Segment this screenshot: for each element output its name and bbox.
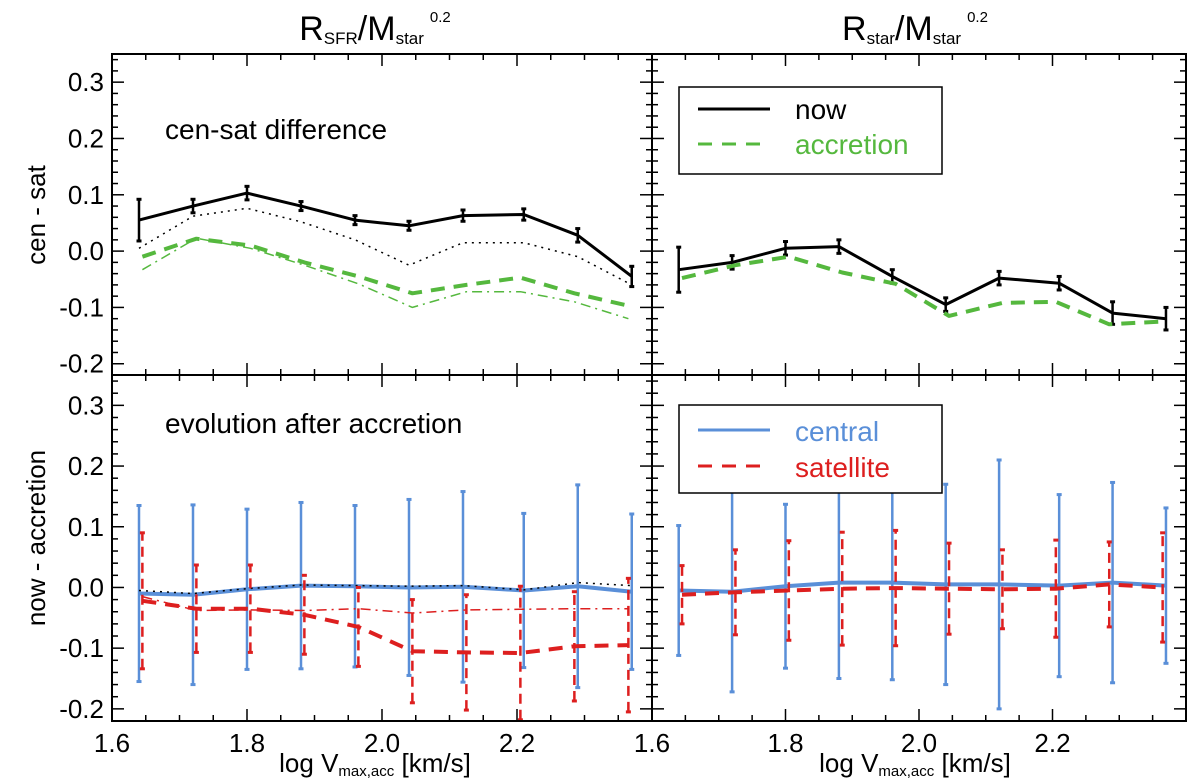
x-tick-label: 1.6: [94, 728, 130, 758]
series-line-now: [138, 191, 633, 278]
series-line-dashdot-red: [142, 595, 629, 614]
series-line-accretion: [681, 254, 1163, 327]
y-tick-label: 0.1: [68, 512, 104, 542]
xlabel-left: log Vmax,acc [km/s]: [279, 748, 471, 780]
legend-satellite-label: satellite: [795, 452, 890, 483]
x-tick-label: 2.0: [364, 728, 400, 758]
x-tick-label: 1.8: [229, 728, 265, 758]
series-line-satellite: [681, 582, 1163, 597]
x-tick-label: 2.0: [901, 728, 937, 758]
column-title-left: RSFR/Mstar0.2: [299, 9, 451, 48]
panel-data: [676, 458, 1169, 711]
series-line-central: [678, 580, 1167, 594]
panel-data: [136, 483, 635, 721]
panel-frame: [111, 53, 653, 376]
series-line-satellite: [142, 598, 629, 655]
x-tick-label: 2.2: [499, 728, 535, 758]
y-tick-label: 0.1: [68, 180, 104, 210]
legend-central-label: central: [795, 416, 879, 447]
series-line-now: [678, 245, 1167, 321]
series-line-accretion: [141, 236, 629, 308]
y-tick-label: 0.2: [68, 123, 104, 153]
annotation-cen-sat-difference: cen-sat difference: [165, 114, 387, 145]
panel-bottom-right: 1.6 1.8 2.0 2.2: [634, 374, 1187, 758]
legend-now-label: now: [795, 94, 847, 125]
y-tick-label: 0.2: [68, 451, 104, 481]
panel-data: [136, 184, 635, 320]
x-tick-label: 1.8: [767, 728, 803, 758]
legend-bottom: central satellite: [678, 404, 943, 494]
legend-box: [678, 404, 943, 494]
ylabel-top: cen - sat: [21, 164, 51, 264]
panel-bottom-left: -0.2 -0.1 0.0 0.1 0.2 0.3 1.6 1.8 2.0 2.2: [59, 374, 653, 758]
series-line-dashdot-green: [142, 237, 629, 320]
y-tick-label: 0.3: [68, 390, 104, 420]
legend-accretion-label: accretion: [795, 129, 909, 160]
series-line-dotted-black: [138, 207, 633, 286]
series-line-central: [138, 583, 633, 597]
y-tick-label: -0.2: [59, 349, 104, 379]
y-tick-label: 0.0: [68, 572, 104, 602]
y-tick-label: 0.3: [68, 67, 104, 97]
legend-box: [678, 86, 943, 175]
y-tick-label: -0.2: [59, 694, 104, 724]
annotation-evolution-after-accretion: evolution after accretion: [165, 408, 462, 439]
y-tick-label: -0.1: [59, 633, 104, 663]
plot-area: -0.2 -0.1 0.0 0.1 0.2 0.3 -0.2 -0.1 0.0 0.1 0.2 0.3…: [59, 53, 1187, 758]
column-title-right: Rstar/Mstar0.2: [842, 9, 988, 48]
x-tick-label: 1.6: [634, 728, 670, 758]
panel-data: [676, 238, 1169, 332]
panel-top-left: -0.2 -0.1 0.0 0.1 0.2 0.3: [59, 53, 653, 379]
xlabel-right: log Vmax,acc [km/s]: [819, 748, 1011, 780]
y-tick-label: 0.0: [68, 236, 104, 266]
x-tick-label: 2.2: [1034, 728, 1070, 758]
legend-top: now accretion: [678, 86, 943, 175]
y-tick-label: -0.1: [59, 292, 104, 322]
ylabel-bottom: now - accretion: [21, 450, 51, 626]
